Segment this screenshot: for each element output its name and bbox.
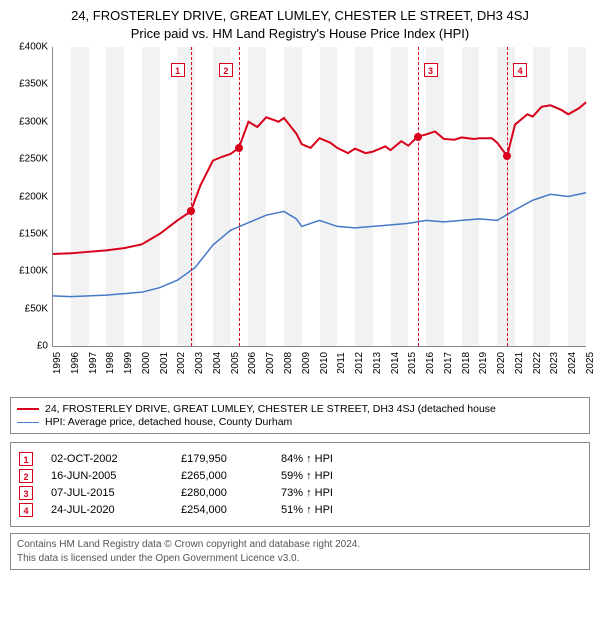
series-hpi	[53, 193, 586, 297]
marker-dot	[414, 133, 422, 141]
x-tick-label: 2011	[336, 352, 347, 374]
plot-area: 1 2 3 4	[52, 47, 586, 347]
marker-label: 2	[219, 63, 233, 77]
y-axis: £0£50K£100K£150K£200K£250K£300K£350K£400…	[10, 47, 52, 347]
marker-dot	[187, 207, 195, 215]
y-tick-label: £300K	[19, 116, 48, 127]
transaction-row: 4 24-JUL-2020£254,00051% ↑ HPI	[19, 503, 581, 517]
marker-line	[507, 47, 508, 346]
transaction-delta: 51% ↑ HPI	[281, 504, 581, 516]
x-tick-label: 2003	[194, 352, 205, 374]
x-tick-label: 2012	[354, 352, 365, 374]
x-tick-label: 2008	[283, 352, 294, 374]
x-tick-label: 2017	[443, 352, 454, 374]
transaction-price: £265,000	[181, 470, 281, 482]
y-tick-label: £100K	[19, 266, 48, 277]
title-block: 24, FROSTERLEY DRIVE, GREAT LUMLEY, CHES…	[10, 8, 590, 41]
chart-svg	[53, 47, 586, 346]
transaction-marker: 4	[19, 503, 33, 517]
transaction-date: 02-OCT-2002	[51, 453, 181, 465]
footer-line2: This data is licensed under the Open Gov…	[17, 552, 583, 566]
marker-dot	[503, 152, 511, 160]
y-tick-label: £50K	[25, 303, 48, 314]
transaction-row: 1 02-OCT-2002£179,95084% ↑ HPI	[19, 452, 581, 466]
x-tick-label: 2016	[425, 352, 436, 374]
title-address: 24, FROSTERLEY DRIVE, GREAT LUMLEY, CHES…	[10, 8, 590, 23]
x-tick-label: 1997	[88, 352, 99, 374]
x-tick-label: 2004	[212, 352, 223, 374]
transaction-delta: 59% ↑ HPI	[281, 470, 581, 482]
x-tick-label: 1996	[70, 352, 81, 374]
x-tick-label: 2002	[176, 352, 187, 374]
legend: 24, FROSTERLEY DRIVE, GREAT LUMLEY, CHES…	[10, 397, 590, 434]
x-tick-label: 2007	[265, 352, 276, 374]
y-tick-label: £150K	[19, 228, 48, 239]
chart-container: 24, FROSTERLEY DRIVE, GREAT LUMLEY, CHES…	[0, 0, 600, 580]
transaction-marker: 2	[19, 469, 33, 483]
x-tick-label: 2024	[567, 352, 578, 374]
transaction-row: 3 07-JUL-2015£280,00073% ↑ HPI	[19, 486, 581, 500]
x-tick-label: 1998	[105, 352, 116, 374]
x-tick-label: 2001	[159, 352, 170, 374]
x-tick-label: 2006	[247, 352, 258, 374]
legend-row: HPI: Average price, detached house, Coun…	[17, 416, 583, 428]
marker-label: 1	[171, 63, 185, 77]
y-tick-label: £250K	[19, 154, 48, 165]
y-tick-label: £400K	[19, 42, 48, 53]
x-tick-label: 2013	[372, 352, 383, 374]
x-tick-label: 2010	[319, 352, 330, 374]
footer-line1: Contains HM Land Registry data © Crown c…	[17, 538, 583, 552]
transactions-table: 1 02-OCT-2002£179,95084% ↑ HPI 2 16-JUN-200…	[10, 442, 590, 527]
marker-label: 4	[513, 63, 527, 77]
x-tick-label: 2020	[496, 352, 507, 374]
transaction-price: £280,000	[181, 487, 281, 499]
x-tick-label: 1995	[52, 352, 63, 374]
x-tick-label: 2022	[532, 352, 543, 374]
x-tick-label: 1999	[123, 352, 134, 374]
chart-area: £0£50K£100K£150K£200K£250K£300K£350K£400…	[10, 47, 590, 387]
title-subtitle: Price paid vs. HM Land Registry's House …	[10, 26, 590, 41]
transaction-delta: 84% ↑ HPI	[281, 453, 581, 465]
x-tick-label: 2000	[141, 352, 152, 374]
x-axis: 1995 1996 1997 1998 1999 2000 2001 2002 2003 2004…	[52, 349, 586, 379]
marker-label: 3	[424, 63, 438, 77]
transaction-price: £179,950	[181, 453, 281, 465]
transaction-delta: 73% ↑ HPI	[281, 487, 581, 499]
x-tick-label: 2014	[390, 352, 401, 374]
x-tick-label: 2005	[230, 352, 241, 374]
x-tick-label: 2025	[585, 352, 596, 374]
legend-label: HPI: Average price, detached house, Coun…	[45, 416, 292, 428]
footer: Contains HM Land Registry data © Crown c…	[10, 533, 590, 570]
y-tick-label: £0	[37, 341, 48, 352]
marker-dot	[235, 144, 243, 152]
transaction-date: 16-JUN-2005	[51, 470, 181, 482]
transaction-date: 24-JUL-2020	[51, 504, 181, 516]
marker-line	[418, 47, 419, 346]
y-tick-label: £350K	[19, 79, 48, 90]
legend-swatch	[17, 422, 39, 423]
marker-line	[239, 47, 240, 346]
legend-swatch	[17, 408, 39, 410]
transaction-marker: 1	[19, 452, 33, 466]
x-tick-label: 2021	[514, 352, 525, 374]
legend-label: 24, FROSTERLEY DRIVE, GREAT LUMLEY, CHES…	[45, 403, 496, 415]
transaction-marker: 3	[19, 486, 33, 500]
x-tick-label: 2019	[478, 352, 489, 374]
x-tick-label: 2009	[301, 352, 312, 374]
transaction-price: £254,000	[181, 504, 281, 516]
legend-row: 24, FROSTERLEY DRIVE, GREAT LUMLEY, CHES…	[17, 403, 583, 415]
transaction-row: 2 16-JUN-2005£265,00059% ↑ HPI	[19, 469, 581, 483]
x-tick-label: 2018	[461, 352, 472, 374]
marker-line	[191, 47, 192, 346]
series-price_paid	[53, 102, 586, 254]
y-tick-label: £200K	[19, 191, 48, 202]
x-tick-label: 2023	[549, 352, 560, 374]
x-tick-label: 2015	[407, 352, 418, 374]
transaction-date: 07-JUL-2015	[51, 487, 181, 499]
